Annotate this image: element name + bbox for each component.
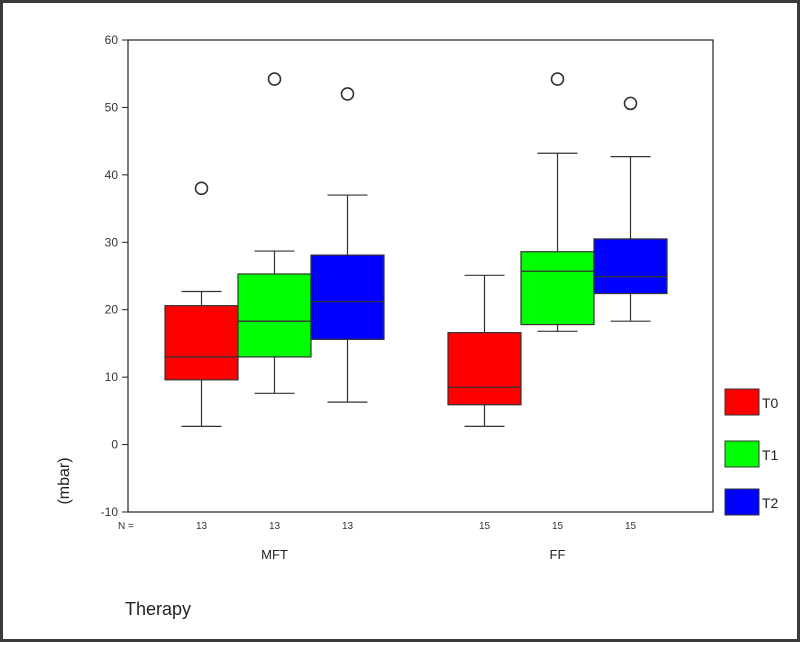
plot-frame (127, 39, 714, 513)
n-label: N = (118, 521, 134, 532)
y-tick-label: 50 (105, 100, 119, 114)
box-mft-t2 (310, 254, 385, 340)
y-tick-label: 30 (105, 235, 119, 249)
box-ff-t0 (447, 332, 522, 406)
y-tick-label: 20 (105, 303, 119, 317)
n-count: 13 (342, 521, 354, 532)
box-ff-t2 (593, 238, 668, 295)
y-tick-label: -10 (101, 505, 119, 519)
legend-label: T2 (762, 495, 779, 511)
box-ff-t1 (520, 251, 595, 326)
box-plot-chart: -10 0 10 20 30 40 50 60 (mbar) Therapy N = 13 13 13 15… (56, 33, 779, 619)
group-label: MFT (261, 547, 288, 562)
n-count: 13 (196, 521, 208, 532)
outlier-point (194, 181, 209, 196)
legend-label: T0 (762, 395, 779, 411)
group-label: FF (550, 547, 566, 562)
outlier-point (267, 72, 282, 86)
n-count: 15 (552, 521, 564, 532)
legend-swatch-t1 (724, 440, 760, 468)
n-count: 15 (479, 521, 491, 532)
outlier-point (623, 96, 638, 111)
n-count: 13 (269, 521, 281, 532)
y-tick-label: 60 (105, 33, 119, 47)
y-tick-label: 40 (105, 168, 119, 182)
outlier-point (340, 87, 355, 101)
y-tick-label: 10 (105, 370, 119, 384)
box-mft-t1 (237, 273, 312, 358)
box-mft-t0 (164, 305, 239, 381)
y-tick-label: 0 (111, 438, 118, 452)
y-axis-label: (mbar) (56, 457, 73, 504)
legend-swatch-t0 (724, 388, 760, 416)
legend-swatch-t2 (724, 488, 760, 516)
x-axis-label: Therapy (125, 599, 191, 619)
legend-label: T1 (762, 447, 779, 463)
n-count: 15 (625, 521, 637, 532)
outlier-point (550, 72, 565, 86)
